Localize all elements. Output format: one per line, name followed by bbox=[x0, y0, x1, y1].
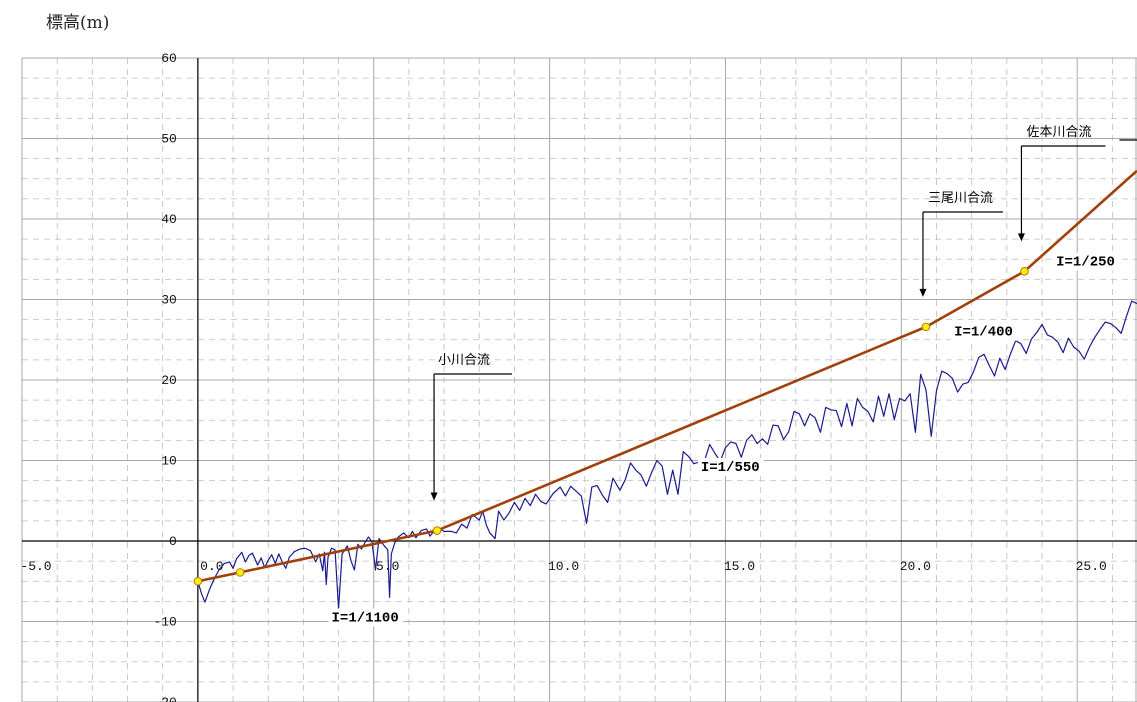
design-gradient-line bbox=[197, 169, 1137, 583]
y-tick-label: -20 bbox=[153, 695, 176, 702]
series-layer bbox=[193, 169, 1137, 610]
y-tick-label: 30 bbox=[161, 293, 177, 308]
slope-label-text: I=1/400 bbox=[954, 325, 1013, 341]
slope-label: I=1/250 bbox=[1053, 252, 1120, 271]
slope-label-text: I=1/550 bbox=[701, 460, 760, 476]
callout-arrow-head bbox=[919, 288, 927, 297]
x-tick-label: 0.0 bbox=[200, 559, 223, 574]
y-axis-label: 標高(m) bbox=[46, 13, 109, 33]
slope-label-bg bbox=[697, 457, 765, 476]
tick-labels: -5.0 0.0 5.0 10.0 15.0 20.0 25.0 -20 -10 0 10 20 30 4… bbox=[20, 51, 1106, 702]
gradient-change-point bbox=[432, 526, 442, 535]
confluence-label: 三尾川合流 bbox=[928, 191, 993, 206]
gradient-change-point bbox=[921, 322, 931, 332]
gradient-change-point bbox=[235, 568, 245, 577]
x-tick-label: 10.0 bbox=[548, 559, 579, 574]
x-tick-label: 20.0 bbox=[900, 559, 931, 574]
slope-label-text: I=1/250 bbox=[1056, 255, 1115, 271]
confluence-callout: 小川合流 bbox=[430, 353, 513, 501]
slope-label-bg bbox=[1053, 252, 1120, 271]
y-tick-label: 20 bbox=[161, 373, 177, 388]
slope-labels: I=1/1100 I=1/550 I=1/400 I=1/250 bbox=[328, 252, 1120, 627]
slope-label: I=1/1100 bbox=[328, 608, 404, 627]
y-tick-label: 10 bbox=[161, 454, 177, 469]
riverbed-profile-line bbox=[197, 300, 1137, 610]
slope-label: I=1/400 bbox=[951, 322, 1018, 341]
y-tick-label: 60 bbox=[161, 51, 177, 66]
axes bbox=[22, 58, 1137, 702]
slope-label-bg bbox=[951, 322, 1018, 341]
confluence-label: 小川合流 bbox=[438, 353, 490, 368]
x-tick-label: 15.0 bbox=[724, 559, 755, 574]
y-tick-label: 50 bbox=[161, 132, 177, 147]
y-tick-label: -10 bbox=[153, 615, 176, 630]
y-tick-label: 40 bbox=[161, 212, 177, 227]
x-tick-label: 5.0 bbox=[376, 559, 399, 574]
slope-label: I=1/550 bbox=[697, 457, 765, 476]
y-tick-label: 0 bbox=[169, 534, 177, 549]
x-tick-label: -5.0 bbox=[20, 559, 51, 574]
confluence-callout: 三尾川合流 bbox=[919, 191, 1003, 297]
annotations: 小川合流 三尾川合流 佐本川合流 bbox=[430, 125, 1137, 501]
confluence-label: 佐本川合流 bbox=[1026, 125, 1091, 140]
confluence-callout: 佐本川合流 bbox=[1017, 125, 1106, 242]
slope-label-text: I=1/1100 bbox=[332, 611, 399, 627]
gradient-change-point bbox=[193, 576, 203, 586]
slope-label-bg bbox=[328, 608, 404, 627]
gradient-change-point bbox=[1020, 267, 1029, 276]
callout-arrow-head bbox=[1017, 233, 1025, 242]
callout-arrow-head bbox=[430, 492, 438, 501]
x-tick-label: 25.0 bbox=[1076, 559, 1107, 574]
